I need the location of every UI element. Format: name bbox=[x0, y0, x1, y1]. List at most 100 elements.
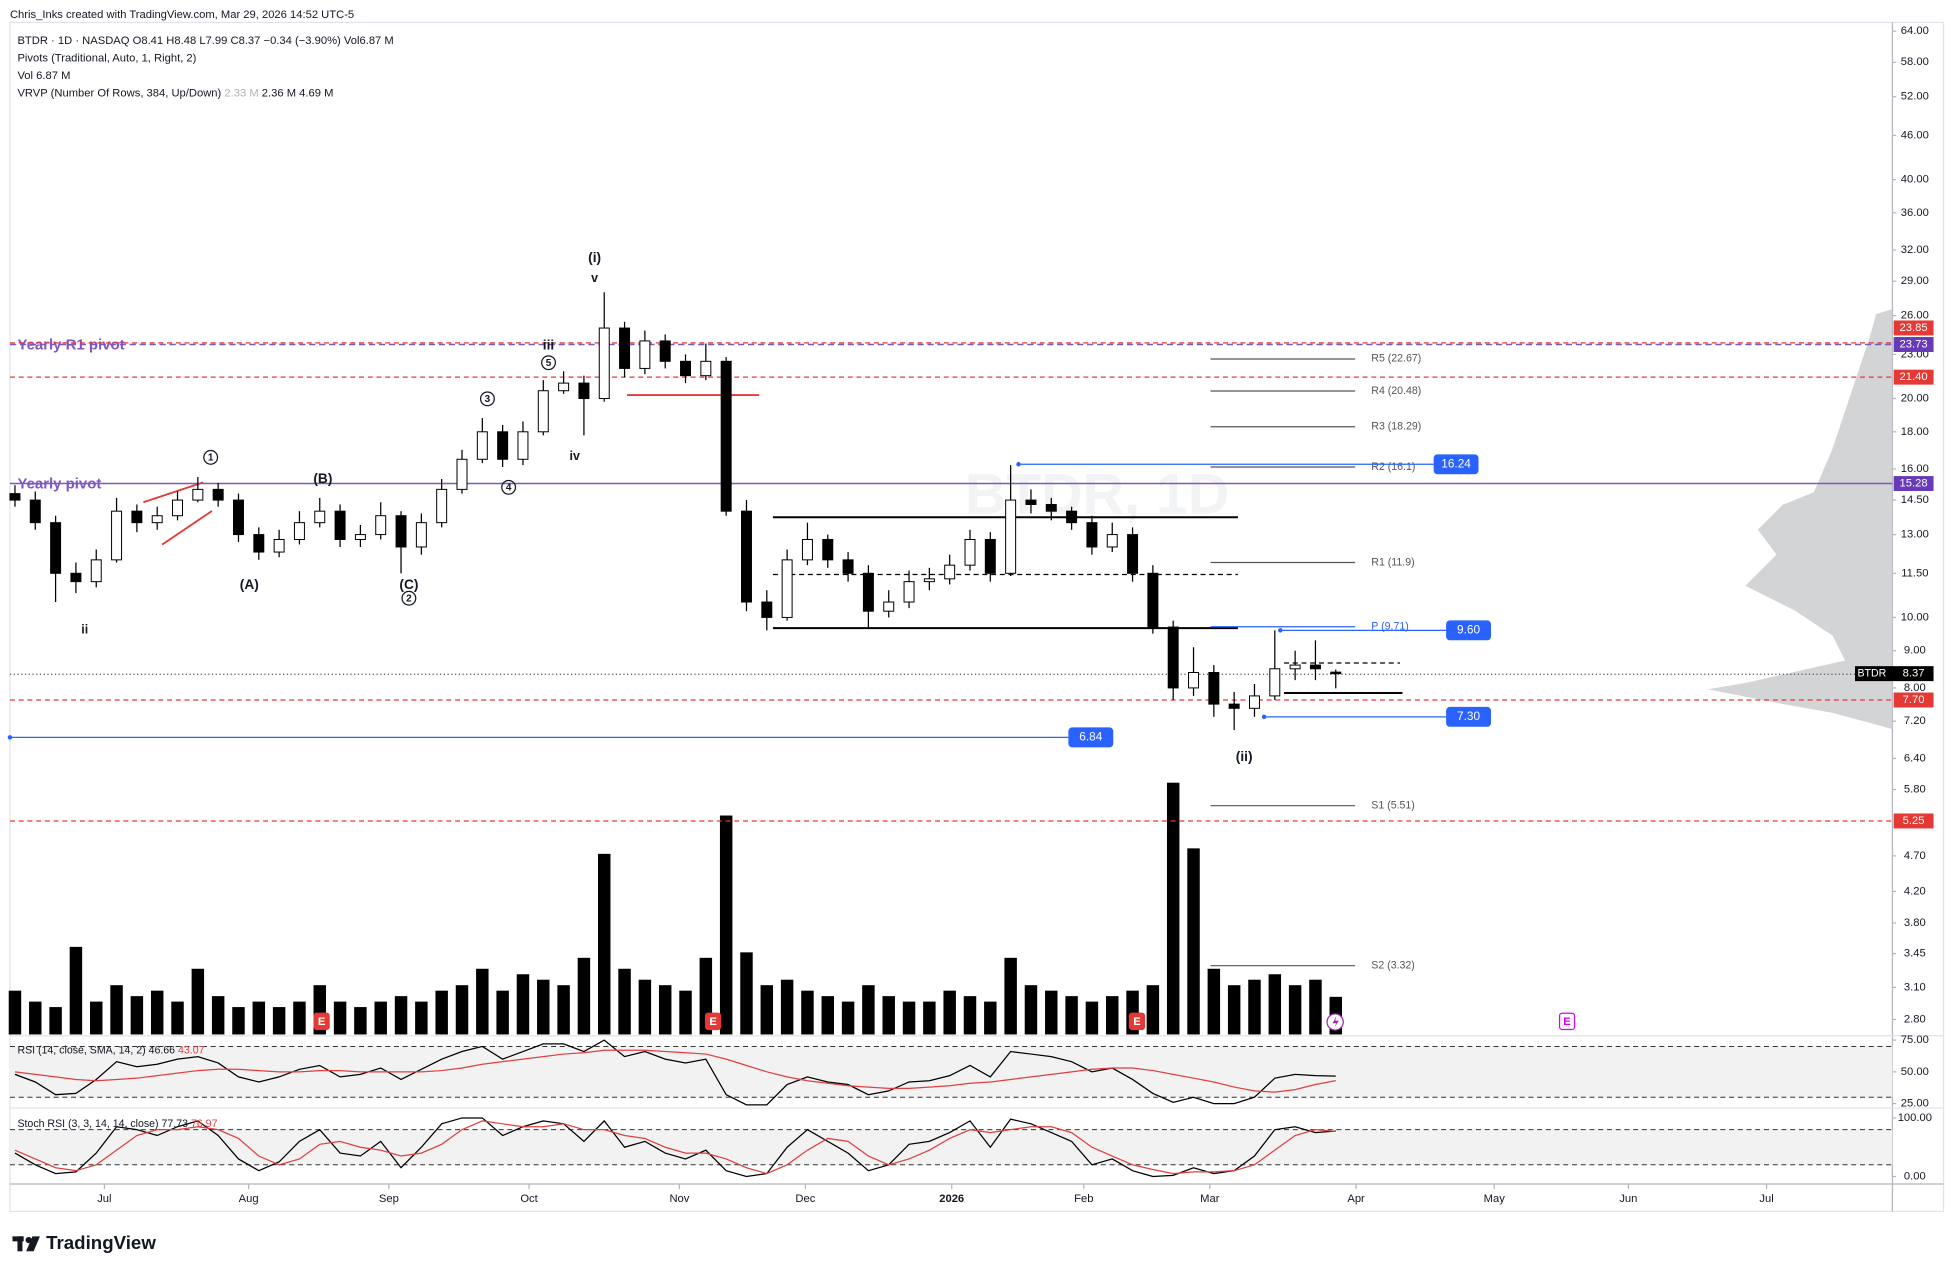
x-tick-label: Jul bbox=[97, 1193, 111, 1205]
volume-bar bbox=[435, 990, 448, 1035]
volume-bar bbox=[110, 985, 123, 1035]
candle-body bbox=[273, 538, 285, 553]
y-tick-label: 4.20 bbox=[1904, 885, 1926, 897]
volume-bar bbox=[455, 985, 469, 1035]
wave-label: iii bbox=[543, 337, 554, 352]
candle-body bbox=[334, 510, 346, 540]
price-level-dot bbox=[1016, 462, 1021, 467]
candle-body bbox=[801, 538, 813, 561]
price-label-box bbox=[1433, 454, 1479, 475]
indicator-line bbox=[14, 1049, 1336, 1093]
volume-bar bbox=[1248, 979, 1261, 1035]
volume-bar bbox=[415, 1001, 428, 1035]
candle-body bbox=[761, 601, 773, 618]
price-tag bbox=[1893, 369, 1934, 385]
x-tick-label: Mar bbox=[1200, 1193, 1220, 1205]
volume-bar bbox=[557, 985, 570, 1035]
volume-bar bbox=[719, 815, 733, 1035]
candle-body bbox=[659, 340, 671, 362]
price-level-dot bbox=[7, 735, 13, 740]
candle-body bbox=[354, 534, 366, 540]
volume-bar bbox=[272, 1007, 286, 1035]
volume-bar bbox=[923, 1001, 936, 1035]
pivot-line-label: Yearly pivot bbox=[17, 476, 101, 493]
candle-body bbox=[1188, 672, 1200, 689]
candle-body bbox=[456, 458, 468, 490]
pivots-legend: Pivots (Traditional, Auto, 1, Right, 2) bbox=[17, 53, 196, 65]
volume-bar bbox=[1106, 996, 1119, 1035]
price-label: 9.60 bbox=[1457, 622, 1480, 636]
earnings-letter: E bbox=[1133, 1016, 1141, 1028]
price-tag-label: 23.85 bbox=[1900, 322, 1928, 334]
volume-bar bbox=[821, 996, 834, 1035]
candle-body bbox=[293, 522, 305, 540]
x-tick-label: Aug bbox=[239, 1193, 259, 1205]
y-tick-label: 23.00 bbox=[1901, 348, 1929, 360]
candle-body bbox=[1127, 534, 1139, 574]
credit: Chris_Inks created with TradingView.com,… bbox=[10, 9, 354, 21]
price-tag bbox=[1893, 476, 1934, 492]
footer: TradingView bbox=[12, 1232, 156, 1253]
candle-body bbox=[192, 488, 204, 501]
y-tick-label: 4.70 bbox=[1904, 850, 1926, 862]
candle-body bbox=[29, 499, 41, 524]
wave-label: (ii) bbox=[1236, 749, 1253, 764]
candle-body bbox=[1045, 503, 1057, 512]
volume-bar bbox=[150, 990, 164, 1035]
x-tick-label: Nov bbox=[669, 1193, 689, 1205]
candle-body bbox=[1228, 703, 1240, 709]
y-tick-label: 64.00 bbox=[1901, 25, 1929, 37]
price-label: 7.30 bbox=[1457, 709, 1480, 723]
wave-circle bbox=[541, 355, 557, 371]
wave-label: 1 bbox=[208, 453, 214, 464]
wave-circle bbox=[401, 590, 417, 606]
frame bbox=[9, 21, 1945, 1213]
pivot-point-label: P (9.71) bbox=[1371, 621, 1408, 633]
change: −0.34 (−3.90%) bbox=[264, 35, 342, 47]
vol: Vol6.87 M bbox=[344, 35, 394, 47]
candle-body bbox=[253, 534, 265, 553]
volume-bar bbox=[1045, 990, 1058, 1035]
price-tag bbox=[1893, 320, 1934, 336]
symbol: BTDR · 1D · NASDAQ bbox=[17, 35, 129, 47]
volume-bar bbox=[374, 1001, 387, 1035]
price-tag-label: 23.73 bbox=[1900, 338, 1928, 350]
candle-body bbox=[537, 390, 549, 433]
y-tick-label: 26.00 bbox=[1901, 310, 1929, 322]
vol-name: Vol bbox=[17, 70, 33, 82]
volume-bar bbox=[1207, 968, 1221, 1035]
y-tick-label: 0.00 bbox=[1904, 1170, 1926, 1182]
candle-body bbox=[212, 488, 224, 501]
price-tag-label: 21.40 bbox=[1900, 371, 1928, 383]
open: O8.41 bbox=[133, 35, 164, 47]
candle-body bbox=[1066, 510, 1078, 524]
y-tick-label: 10.00 bbox=[1901, 611, 1929, 623]
candle-body bbox=[883, 601, 895, 612]
y-tick-label: 5.80 bbox=[1904, 783, 1926, 795]
y-tick-label: 36.00 bbox=[1901, 207, 1929, 219]
volume-bar bbox=[191, 968, 205, 1035]
volume-bar bbox=[618, 968, 631, 1035]
wave-label: 5 bbox=[546, 358, 552, 369]
volume-bar bbox=[638, 979, 652, 1035]
volume-bar bbox=[232, 1007, 245, 1035]
x-tick-label: May bbox=[1484, 1193, 1506, 1205]
candle-body bbox=[436, 488, 448, 524]
volume-bar bbox=[333, 1001, 347, 1035]
volume-bar bbox=[801, 990, 814, 1035]
pivot-point-label: S2 (3.32) bbox=[1371, 959, 1415, 971]
price-tag bbox=[1893, 692, 1934, 708]
volume-bar bbox=[476, 968, 489, 1035]
last-price-tag bbox=[1855, 666, 1934, 682]
volume-bar bbox=[1166, 782, 1180, 1035]
vrvp-up: 2.33 M bbox=[224, 87, 258, 99]
candle-body bbox=[1309, 664, 1321, 670]
earnings-letter: E bbox=[318, 1016, 326, 1028]
y-tick-label: 32.00 bbox=[1901, 244, 1929, 256]
volume-bar bbox=[943, 990, 956, 1035]
price-level-dot bbox=[1278, 628, 1283, 633]
volume-bar bbox=[1146, 985, 1160, 1035]
volume-bar bbox=[1024, 985, 1038, 1035]
candle-body bbox=[1330, 671, 1342, 675]
